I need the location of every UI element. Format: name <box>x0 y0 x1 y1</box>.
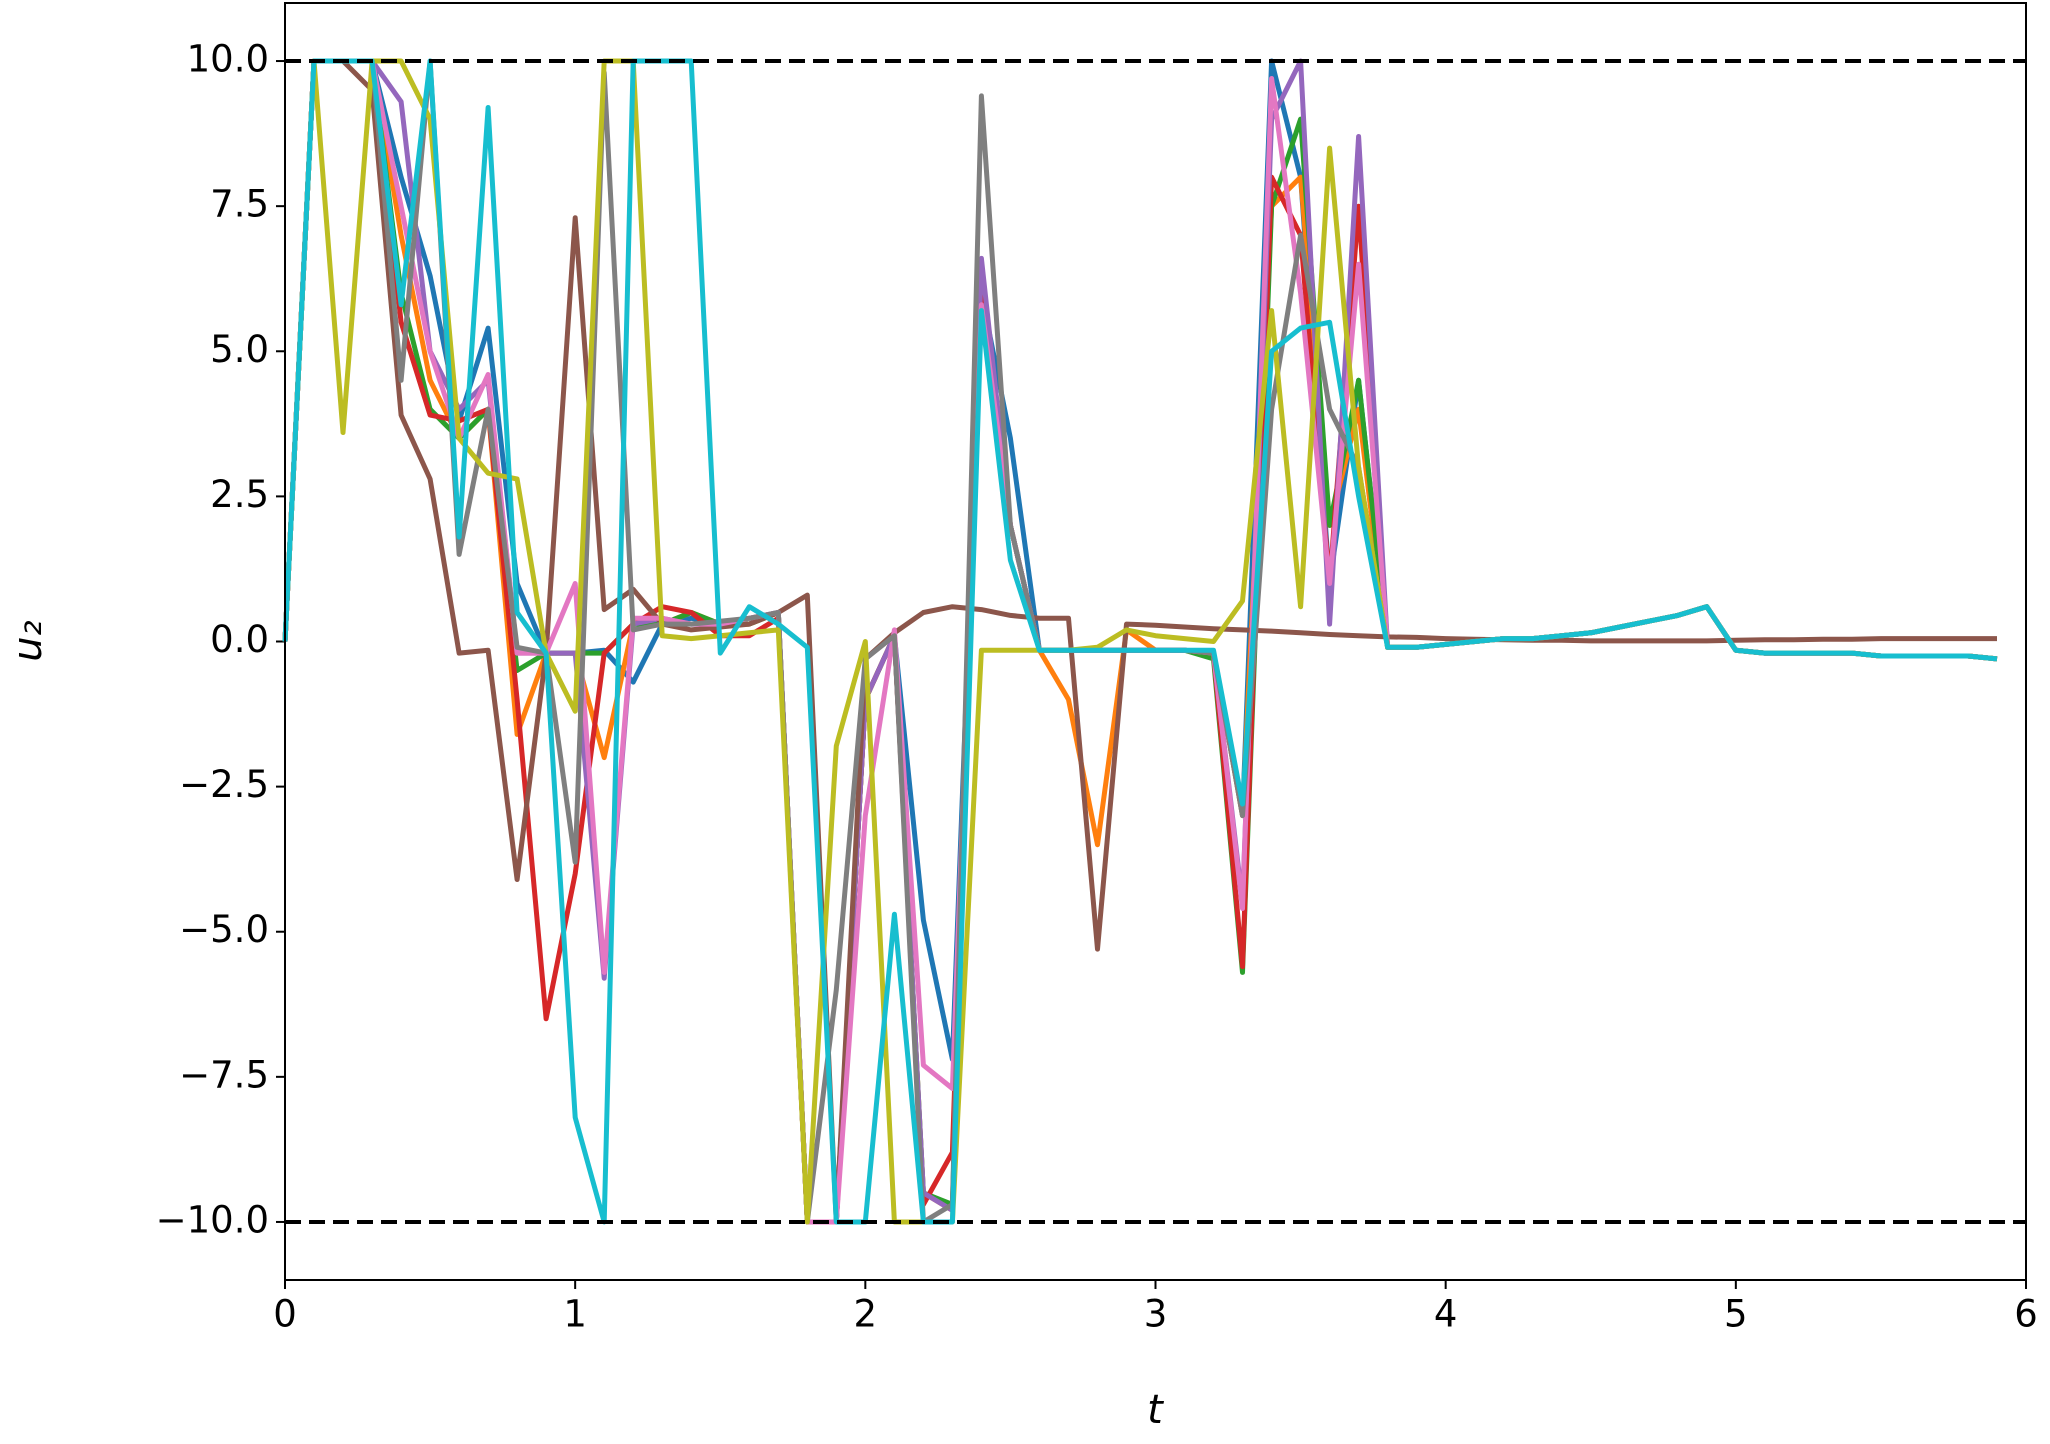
series-line <box>282 58 1997 1225</box>
y-tick-label: −10.0 <box>156 1198 269 1241</box>
y-tick-label: 7.5 <box>210 183 269 226</box>
x-tick-label: 1 <box>563 1293 587 1336</box>
x-tick-label: 5 <box>1724 1293 1748 1336</box>
x-tick-label: 6 <box>2014 1293 2038 1336</box>
x-axis-label: t <box>1147 1387 1164 1433</box>
y-tick-label: 10.0 <box>187 38 269 81</box>
x-tick-label: 0 <box>273 1293 297 1336</box>
y-axis-label: u₂ <box>5 620 51 661</box>
y-tick-label: −5.0 <box>179 908 269 951</box>
x-tick-label: 2 <box>854 1293 878 1336</box>
y-tick-label: 5.0 <box>210 328 269 371</box>
y-tick-label: 0.0 <box>210 618 269 661</box>
x-tick-label: 3 <box>1144 1293 1168 1336</box>
y-tick-label: −7.5 <box>179 1053 269 1096</box>
x-tick-label: 4 <box>1434 1293 1458 1336</box>
series-line <box>282 58 1998 1225</box>
plot-frame <box>284 2 2027 1281</box>
y-tick-label: 2.5 <box>210 473 269 516</box>
y-tick-label: −2.5 <box>179 763 269 806</box>
